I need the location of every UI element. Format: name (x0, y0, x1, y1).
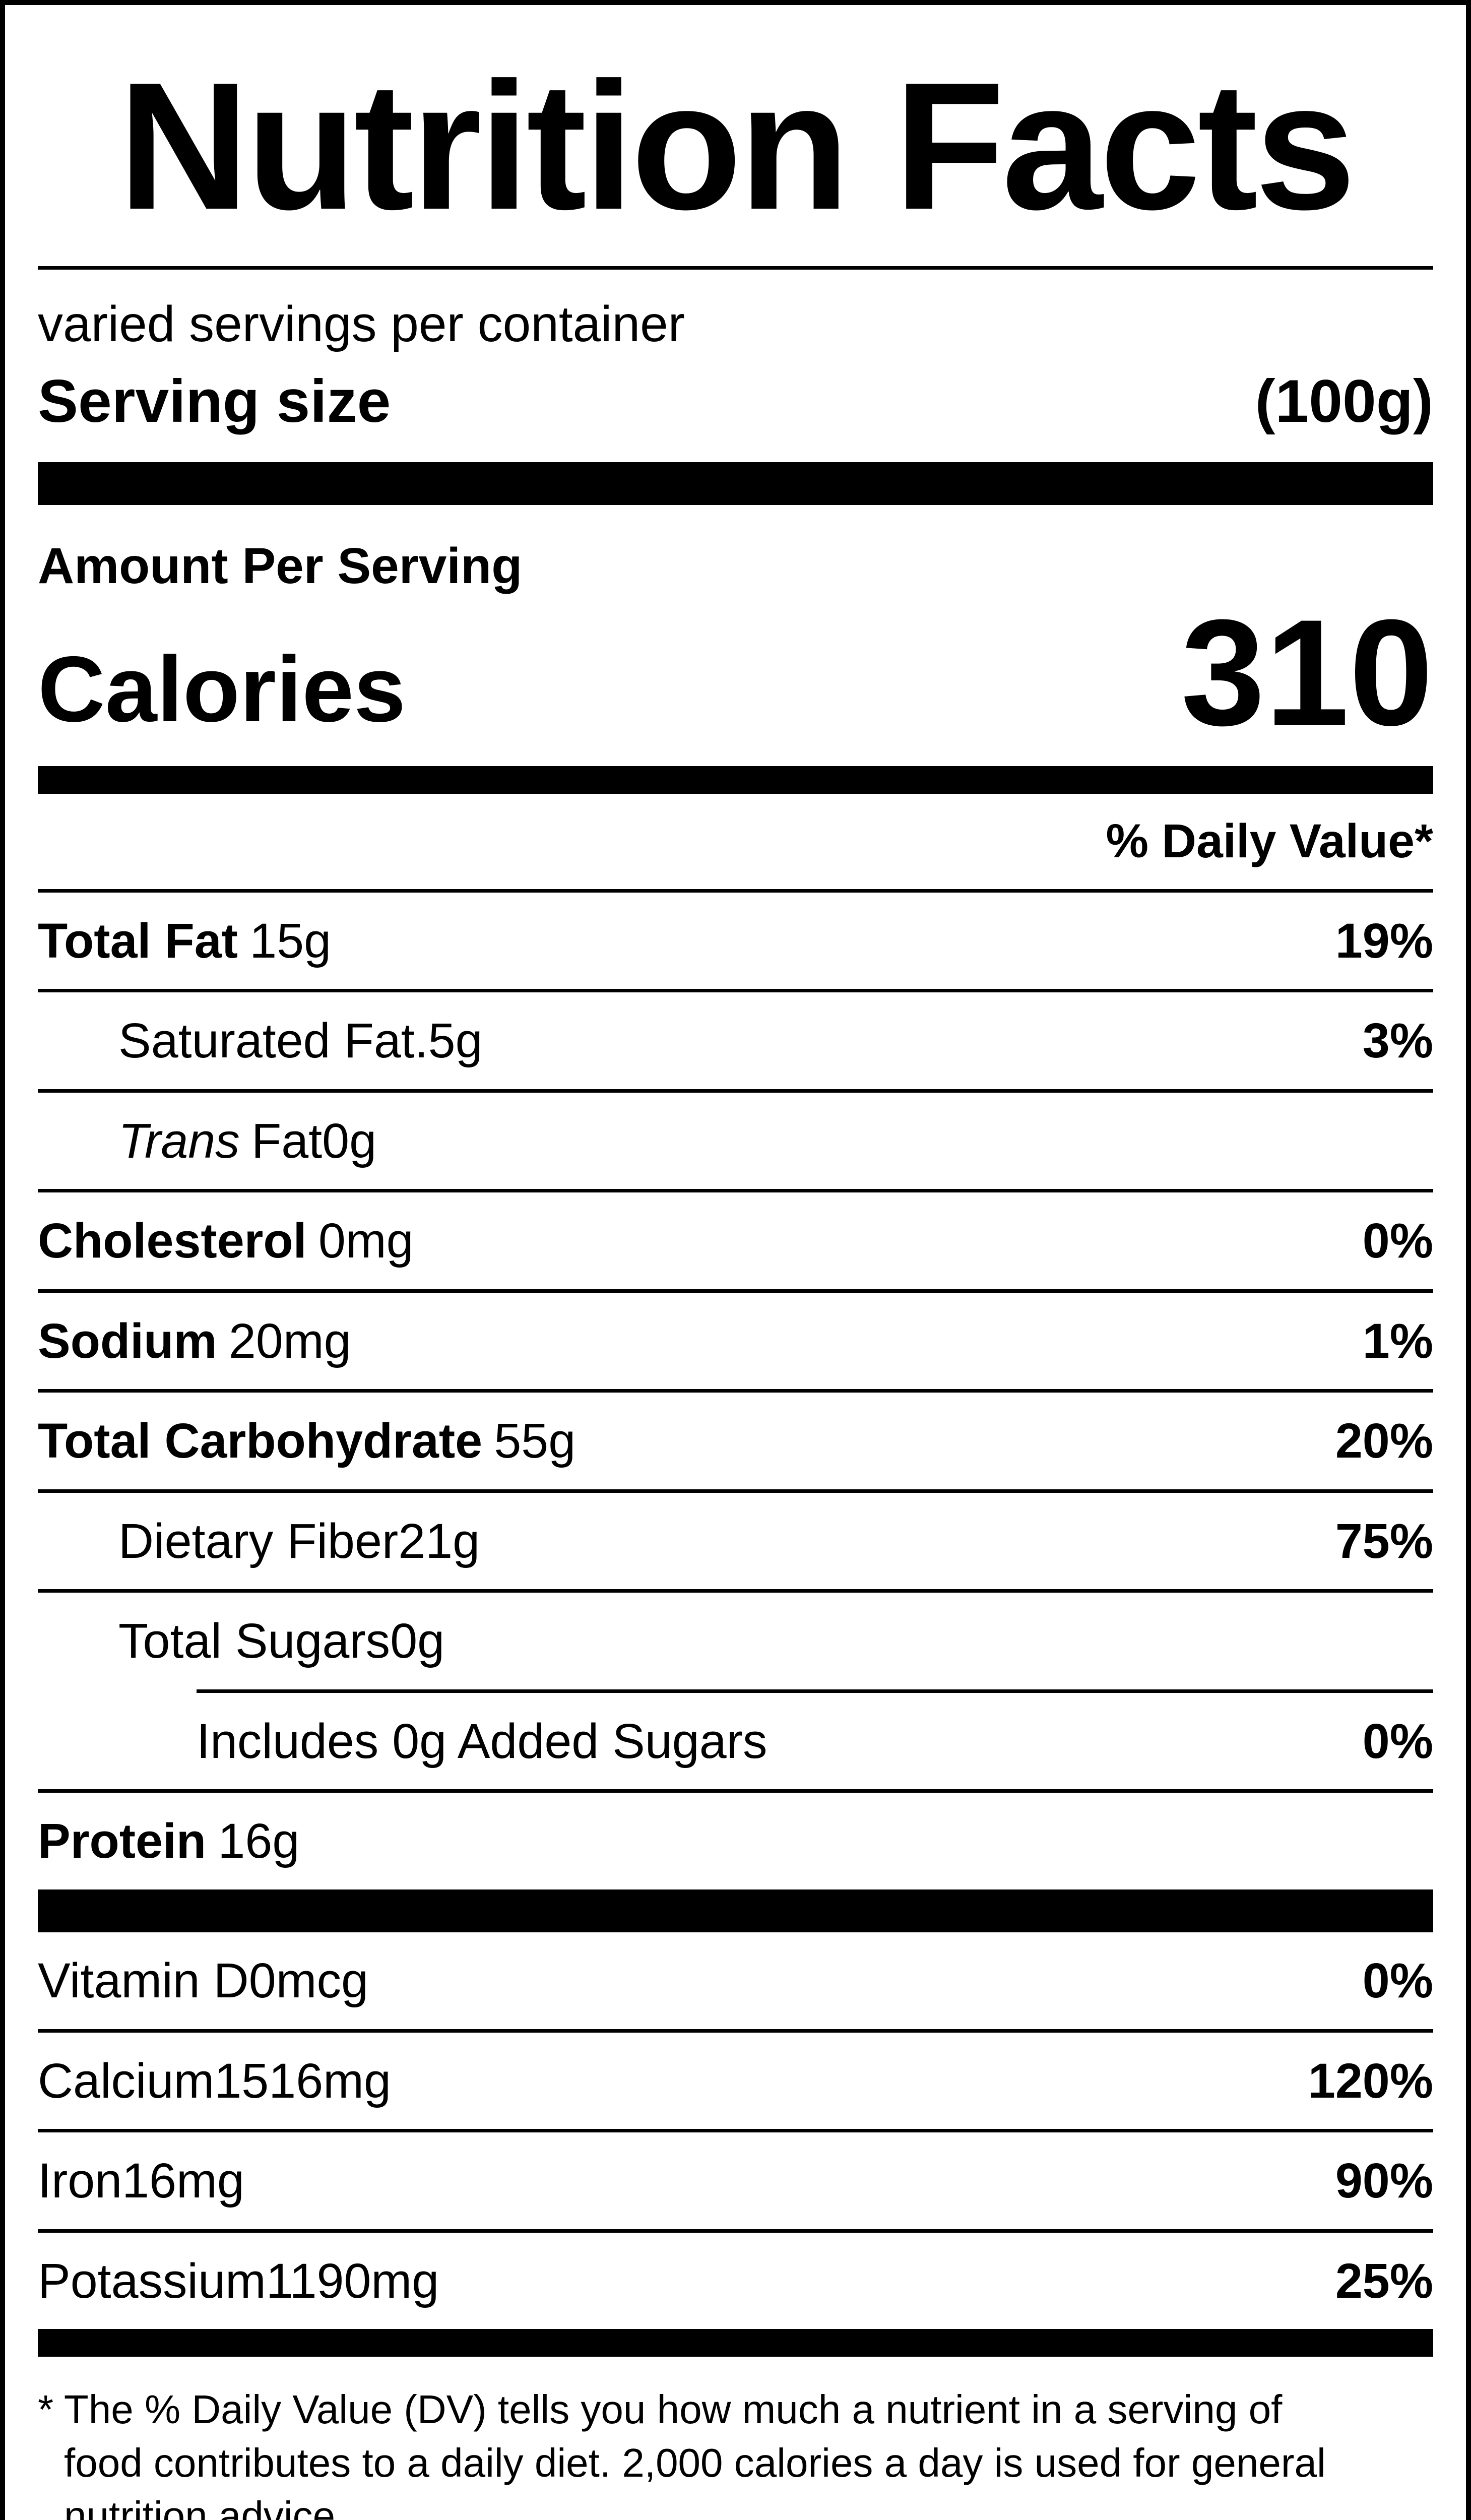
serving-size-value: (100g) (1255, 367, 1433, 435)
vitamin-amount: 16mg (122, 2153, 244, 2209)
nutrient-amount: 0g (322, 1113, 377, 1168)
nutrient-name: Trans Fat0g (38, 1113, 376, 1169)
nutrient-dv: 1% (1362, 1313, 1433, 1368)
nutrient-amount: 0mg (318, 1213, 414, 1269)
nutrient-name-italic: Trans (118, 1113, 240, 1168)
vitamin-name: Potassium1190mg (38, 2253, 439, 2309)
nutrient-name: Protein 16g (38, 1813, 299, 1869)
nutrient-row-total-fat: Total Fat 15g 19% (38, 893, 1433, 993)
medium-separator-calories (38, 766, 1433, 794)
nutrient-name: Total Sugars0g (38, 1613, 444, 1669)
nutrient-name-text: Includes 0g Added Sugars (197, 1713, 768, 1769)
daily-value-header: % Daily Value* (38, 794, 1433, 893)
nutrient-name: Cholesterol 0mg (38, 1213, 414, 1269)
vitamin-amount: 1190mg (266, 2253, 439, 2308)
label-title: Nutrition Facts (118, 45, 1356, 247)
calories-row: Calories 310 (38, 597, 1433, 748)
vitamin-dv: 120% (1308, 2053, 1433, 2108)
vitamin-name: Iron16mg (38, 2153, 244, 2209)
nutrient-dv: 3% (1362, 1013, 1433, 1068)
nutrient-dv: 19% (1335, 913, 1433, 968)
nutrient-name-text: Fat (251, 1113, 323, 1168)
thick-separator-top (38, 462, 1433, 505)
nutrient-name-text: Saturated Fat (118, 1013, 415, 1068)
vitamin-dv: 90% (1335, 2153, 1433, 2209)
nutrient-row-cholesterol: Cholesterol 0mg 0% (38, 1192, 1433, 1293)
vitamin-row-iron: Iron16mg 90% (38, 2132, 1433, 2233)
nutrient-name-bold: Cholesterol (38, 1213, 307, 1269)
medium-separator-footnote (38, 2329, 1433, 2357)
nutrient-dv: 0% (1362, 1713, 1433, 1769)
vitamin-row-potassium: Potassium1190mg 25% (38, 2233, 1433, 2329)
nutrient-row-total-carbohydrate: Total Carbohydrate 55g 20% (38, 1393, 1433, 1493)
vitamin-name-text: Iron (38, 2153, 122, 2209)
title-divider (38, 266, 1433, 270)
serving-size-label: Serving size (38, 367, 391, 435)
nutrient-amount: .5g (414, 1013, 483, 1068)
nutrient-row-dietary-fiber: Dietary Fiber21g 75% (38, 1493, 1433, 1593)
nutrient-name: Total Fat 15g (38, 913, 331, 969)
vitamin-name-text: Calcium (38, 2053, 215, 2108)
vitamin-name: Calcium1516mg (38, 2053, 391, 2109)
nutrient-row-total-sugars: Total Sugars0g (38, 1593, 1433, 1689)
serving-size-row: Serving size (100g) (38, 363, 1433, 439)
nutrient-row-protein: Protein 16g (38, 1793, 1433, 1889)
nutrient-amount: 55g (494, 1413, 576, 1469)
vitamin-name-text: Potassium (38, 2253, 266, 2308)
nutrient-row-added-sugars: Includes 0g Added Sugars 0% (38, 1693, 1433, 1793)
nutrient-name-bold: Total Carbohydrate (38, 1413, 483, 1469)
nutrient-name: Includes 0g Added Sugars (38, 1713, 768, 1770)
nutrient-amount: 20mg (228, 1313, 351, 1368)
nutrient-amount: 15g (249, 913, 332, 968)
vitamin-amount: 1516mg (214, 2053, 391, 2108)
calories-value: 310 (1181, 588, 1433, 757)
vitamin-dv: 0% (1362, 1952, 1433, 2008)
nutrient-amount: 0g (390, 1613, 445, 1669)
nutrient-name-text: Dietary Fiber (118, 1513, 399, 1568)
nutrient-name-bold: Total Fat (38, 913, 238, 968)
vitamin-row-vitamin-d: Vitamin D0mcg 0% (38, 1932, 1433, 2033)
nutrient-name: Saturated Fat.5g (38, 1013, 483, 1069)
nutrient-name: Sodium 20mg (38, 1313, 351, 1369)
nutrient-row-sodium: Sodium 20mg 1% (38, 1293, 1433, 1393)
nutrient-name: Dietary Fiber21g (38, 1513, 480, 1569)
nutrient-dv: 0% (1362, 1213, 1433, 1269)
servings-per-container: varied servings per container (38, 296, 685, 352)
calories-label: Calories (38, 637, 406, 741)
thick-separator-protein (38, 1889, 1433, 1932)
nutrient-name-text: Total Sugars (118, 1613, 391, 1669)
nutrient-dv: 75% (1335, 1513, 1433, 1568)
nutrient-name-bold: Protein (38, 1813, 207, 1869)
nutrient-amount: 16g (218, 1813, 300, 1869)
nutrient-dv: 20% (1335, 1413, 1433, 1469)
vitamin-row-calcium: Calcium1516mg 120% (38, 2033, 1433, 2133)
vitamin-name-text: Vitamin D (38, 1952, 249, 2008)
nutrient-name: Total Carbohydrate 55g (38, 1413, 575, 1469)
nutrient-row-trans-fat: Trans Fat0g (38, 1093, 1433, 1193)
nutrient-name-bold: Sodium (38, 1313, 217, 1368)
vitamin-dv: 25% (1335, 2253, 1433, 2308)
added-sugars-indented-divider (197, 1689, 1433, 1693)
nutrient-row-saturated-fat: Saturated Fat.5g 3% (38, 992, 1433, 1093)
nutrient-amount: 21g (398, 1513, 480, 1568)
amount-per-serving-label: Amount Per Serving (38, 538, 523, 594)
vitamin-name: Vitamin D0mcg (38, 1952, 368, 2009)
vitamin-amount: 0mcg (248, 1952, 368, 2008)
daily-value-footnote: * The % Daily Value (DV) tells you how m… (38, 2387, 1326, 2520)
